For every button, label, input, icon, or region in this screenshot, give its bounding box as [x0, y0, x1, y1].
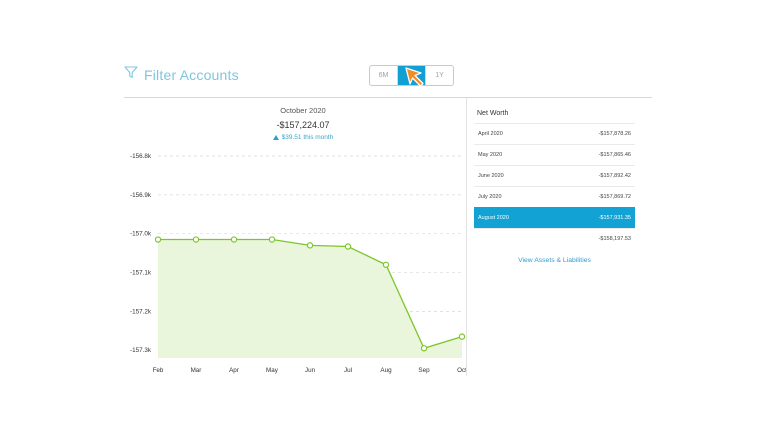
y-tick-label: -157.3k: [130, 347, 152, 354]
x-tick-label: Jun: [305, 367, 316, 374]
net-worth-row-month: August 2020: [478, 215, 509, 221]
data-point: [382, 261, 390, 268]
panel-divider: [466, 98, 467, 376]
net-worth-row-month: May 2020: [478, 152, 503, 158]
data-point: [192, 236, 200, 243]
net-worth-row[interactable]: May 2020 -$157,865.46: [474, 144, 635, 165]
summary-value: -$157,224.07: [276, 120, 330, 130]
summary-change-text: $39.51 this month: [281, 134, 334, 141]
x-tick-label: Oct: [457, 367, 466, 374]
net-worth-title: Net Worth: [477, 110, 509, 117]
data-point: [154, 236, 162, 243]
net-worth-chart: -156.8k -156.9k -157.0k -157.1k -157.2k -157.…: [124, 148, 467, 376]
data-point: [268, 236, 276, 243]
net-worth-row-month: April 2020: [478, 131, 503, 137]
net-worth-row-value: -$157,931.35: [598, 215, 631, 221]
net-worth-row-value: -$157,865.46: [598, 152, 631, 158]
data-point: [230, 236, 238, 243]
y-tick-label: -157.1k: [130, 270, 152, 277]
y-tick-label: -156.9k: [130, 192, 152, 199]
net-worth-row-value: -$157,869.72: [598, 194, 631, 200]
net-worth-row-value: -$158,197.53: [598, 236, 631, 242]
data-point: [344, 243, 352, 250]
mouse-pointer-icon: [404, 66, 426, 93]
header-divider: [124, 97, 652, 98]
filter-accounts-button[interactable]: Filter Accounts: [124, 66, 239, 84]
data-point: [420, 345, 428, 352]
summary-month: October 2020: [280, 106, 326, 115]
net-worth-chart-svg: -156.8k -156.9k -157.0k -157.1k -157.2k -157.…: [130, 153, 467, 374]
net-worth-row-value: -$157,892.42: [598, 173, 631, 179]
net-worth-row[interactable]: July 2020 -$157,869.72: [474, 186, 635, 207]
y-tick-label: -156.8k: [130, 153, 152, 160]
filter-icon: [124, 66, 138, 84]
net-worth-summary: October 2020 -$157,224.07 $39.51 this mo…: [243, 106, 363, 141]
net-worth-row[interactable]: April 2020 -$157,878.26: [474, 123, 635, 144]
x-tick-label: Mar: [191, 367, 202, 374]
net-worth-row-value: -$157,878.26: [598, 131, 631, 137]
data-point: [458, 333, 466, 340]
x-tick-label: Jul: [344, 367, 352, 374]
net-worth-row-month: July 2020: [478, 194, 502, 200]
view-assets-liabilities-link[interactable]: View Assets & Liabilities: [518, 257, 591, 264]
net-worth-row[interactable]: August 2020 -$157,931.35: [474, 207, 635, 228]
summary-change: $39.51 this month: [243, 134, 363, 141]
net-worth-row-month: June 2020: [478, 173, 504, 179]
net-worth-list: April 2020 -$157,878.26 May 2020 -$157,865.…: [474, 123, 635, 249]
range-1y-button[interactable]: 1Y: [435, 72, 444, 79]
x-tick-label: Sep: [418, 367, 430, 374]
range-6m-button[interactable]: 6M: [370, 66, 398, 85]
x-tick-label: Aug: [380, 367, 392, 374]
filter-accounts-label: Filter Accounts: [144, 67, 239, 83]
y-tick-label: -157.0k: [130, 231, 152, 238]
net-worth-row[interactable]: -$158,197.53: [474, 228, 635, 249]
x-tick-label: Apr: [229, 367, 239, 374]
series-area: [158, 239, 462, 358]
x-tick-label: Feb: [153, 367, 164, 374]
x-tick-label: May: [266, 367, 279, 374]
net-worth-row[interactable]: June 2020 -$157,892.42: [474, 165, 635, 186]
y-tick-label: -157.2k: [130, 308, 152, 315]
data-point: [306, 242, 314, 249]
up-arrow-icon: [272, 135, 279, 140]
